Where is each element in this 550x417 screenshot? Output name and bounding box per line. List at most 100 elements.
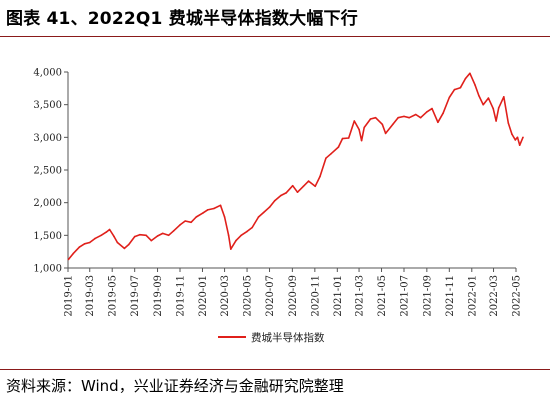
x-tick-label: 2019-01 xyxy=(64,275,75,317)
chart-legend: 费城半导体指数 xyxy=(218,331,325,344)
data-point xyxy=(453,88,456,91)
data-point xyxy=(268,206,271,208)
data-point xyxy=(179,224,181,226)
data-point xyxy=(319,175,321,178)
x-tick-label: 2022-03 xyxy=(489,275,500,317)
data-point xyxy=(347,137,350,139)
data-point xyxy=(330,152,332,155)
data-point xyxy=(67,258,70,261)
data-point xyxy=(397,116,399,119)
data-point xyxy=(116,241,119,244)
x-tick-label: 2019-05 xyxy=(108,275,119,317)
data-point xyxy=(128,243,130,246)
data-point xyxy=(384,132,387,135)
bottom-rule xyxy=(0,369,550,370)
data-point xyxy=(219,204,222,207)
data-point xyxy=(285,192,287,194)
data-point xyxy=(280,194,282,197)
x-tick-label: 2020-09 xyxy=(288,275,299,317)
data-point xyxy=(518,144,521,146)
data-point xyxy=(302,185,305,188)
data-point xyxy=(123,247,126,250)
x-tick-label: 2021-09 xyxy=(422,275,433,317)
plot-area xyxy=(67,72,524,261)
x-tick-label: 2020-07 xyxy=(265,275,276,317)
data-point xyxy=(403,115,405,118)
y-tick-label: 3,500 xyxy=(33,100,62,111)
x-tick-label: 2020-01 xyxy=(198,275,209,317)
data-point xyxy=(478,94,480,97)
x-tick-label: 2022-01 xyxy=(467,275,478,317)
data-point xyxy=(482,103,485,106)
y-tick-label: 2,500 xyxy=(33,166,62,177)
x-tick-label: 2022-05 xyxy=(512,275,523,317)
data-point xyxy=(145,234,147,237)
data-point xyxy=(341,137,344,140)
data-point xyxy=(442,112,444,114)
data-point xyxy=(469,72,471,75)
source-note: 资料来源：Wind，兴业证券经济与金融研究院整理 xyxy=(6,377,344,395)
data-point xyxy=(262,211,265,214)
x-tick-label: 2019-09 xyxy=(153,275,164,317)
data-point xyxy=(251,226,253,229)
data-point xyxy=(459,86,462,89)
y-tick-label: 3,000 xyxy=(33,133,62,144)
data-point xyxy=(83,243,86,245)
data-point xyxy=(78,246,81,248)
data-point xyxy=(492,107,495,110)
data-point xyxy=(369,118,372,120)
x-tick-label: 2021-01 xyxy=(333,275,344,317)
x-tick-label: 2021-07 xyxy=(400,275,411,317)
data-point xyxy=(437,121,439,124)
data-point xyxy=(235,239,237,242)
data-point xyxy=(314,185,317,188)
data-point xyxy=(363,126,366,129)
y-tick-label: 1,500 xyxy=(33,231,62,242)
data-point xyxy=(392,123,394,126)
x-tick-label: 2021-11 xyxy=(445,275,456,317)
data-point xyxy=(419,116,422,119)
data-point xyxy=(507,122,510,124)
data-point xyxy=(358,128,360,131)
data-point xyxy=(133,235,136,238)
data-point xyxy=(408,116,411,119)
data-point xyxy=(94,237,96,240)
data-point xyxy=(273,199,276,202)
data-point xyxy=(381,123,384,126)
data-point xyxy=(195,216,197,218)
x-tick-label: 2019-07 xyxy=(130,275,141,317)
data-point xyxy=(291,184,294,187)
data-point xyxy=(113,235,115,238)
x-tick-label: 2021-05 xyxy=(377,275,388,317)
data-point xyxy=(511,133,513,135)
data-point xyxy=(353,120,356,122)
data-point xyxy=(156,235,159,237)
x-tick-label: 2020-03 xyxy=(220,275,231,317)
data-point xyxy=(213,207,215,210)
chart-axes: 1,000 1,500 2,000 2,500 3,000 3,500 4,000 2019-… xyxy=(33,68,522,317)
data-point xyxy=(167,234,170,237)
data-point xyxy=(337,146,340,148)
data-point xyxy=(495,120,497,122)
x-tick-label: 2020-05 xyxy=(243,275,254,317)
line-chart: 1,000 1,500 2,000 2,500 3,000 3,500 4,000 2019-… xyxy=(33,68,524,344)
data-point xyxy=(296,191,299,193)
data-point xyxy=(415,113,417,116)
data-point xyxy=(360,139,363,142)
x-tick-label: 2019-11 xyxy=(176,275,187,317)
data-point xyxy=(172,230,175,232)
data-point xyxy=(514,139,517,141)
data-point xyxy=(246,230,248,233)
data-point xyxy=(257,216,260,218)
data-point xyxy=(307,180,310,182)
data-point xyxy=(108,228,111,231)
data-point xyxy=(464,77,467,80)
x-tick-label: 2020-11 xyxy=(310,275,321,317)
data-point xyxy=(150,239,153,242)
data-point xyxy=(100,234,102,237)
data-point xyxy=(426,111,428,113)
data-point xyxy=(139,233,141,236)
data-point xyxy=(230,248,232,250)
x-tick-label: 2021-03 xyxy=(355,275,366,317)
data-point xyxy=(487,97,490,99)
